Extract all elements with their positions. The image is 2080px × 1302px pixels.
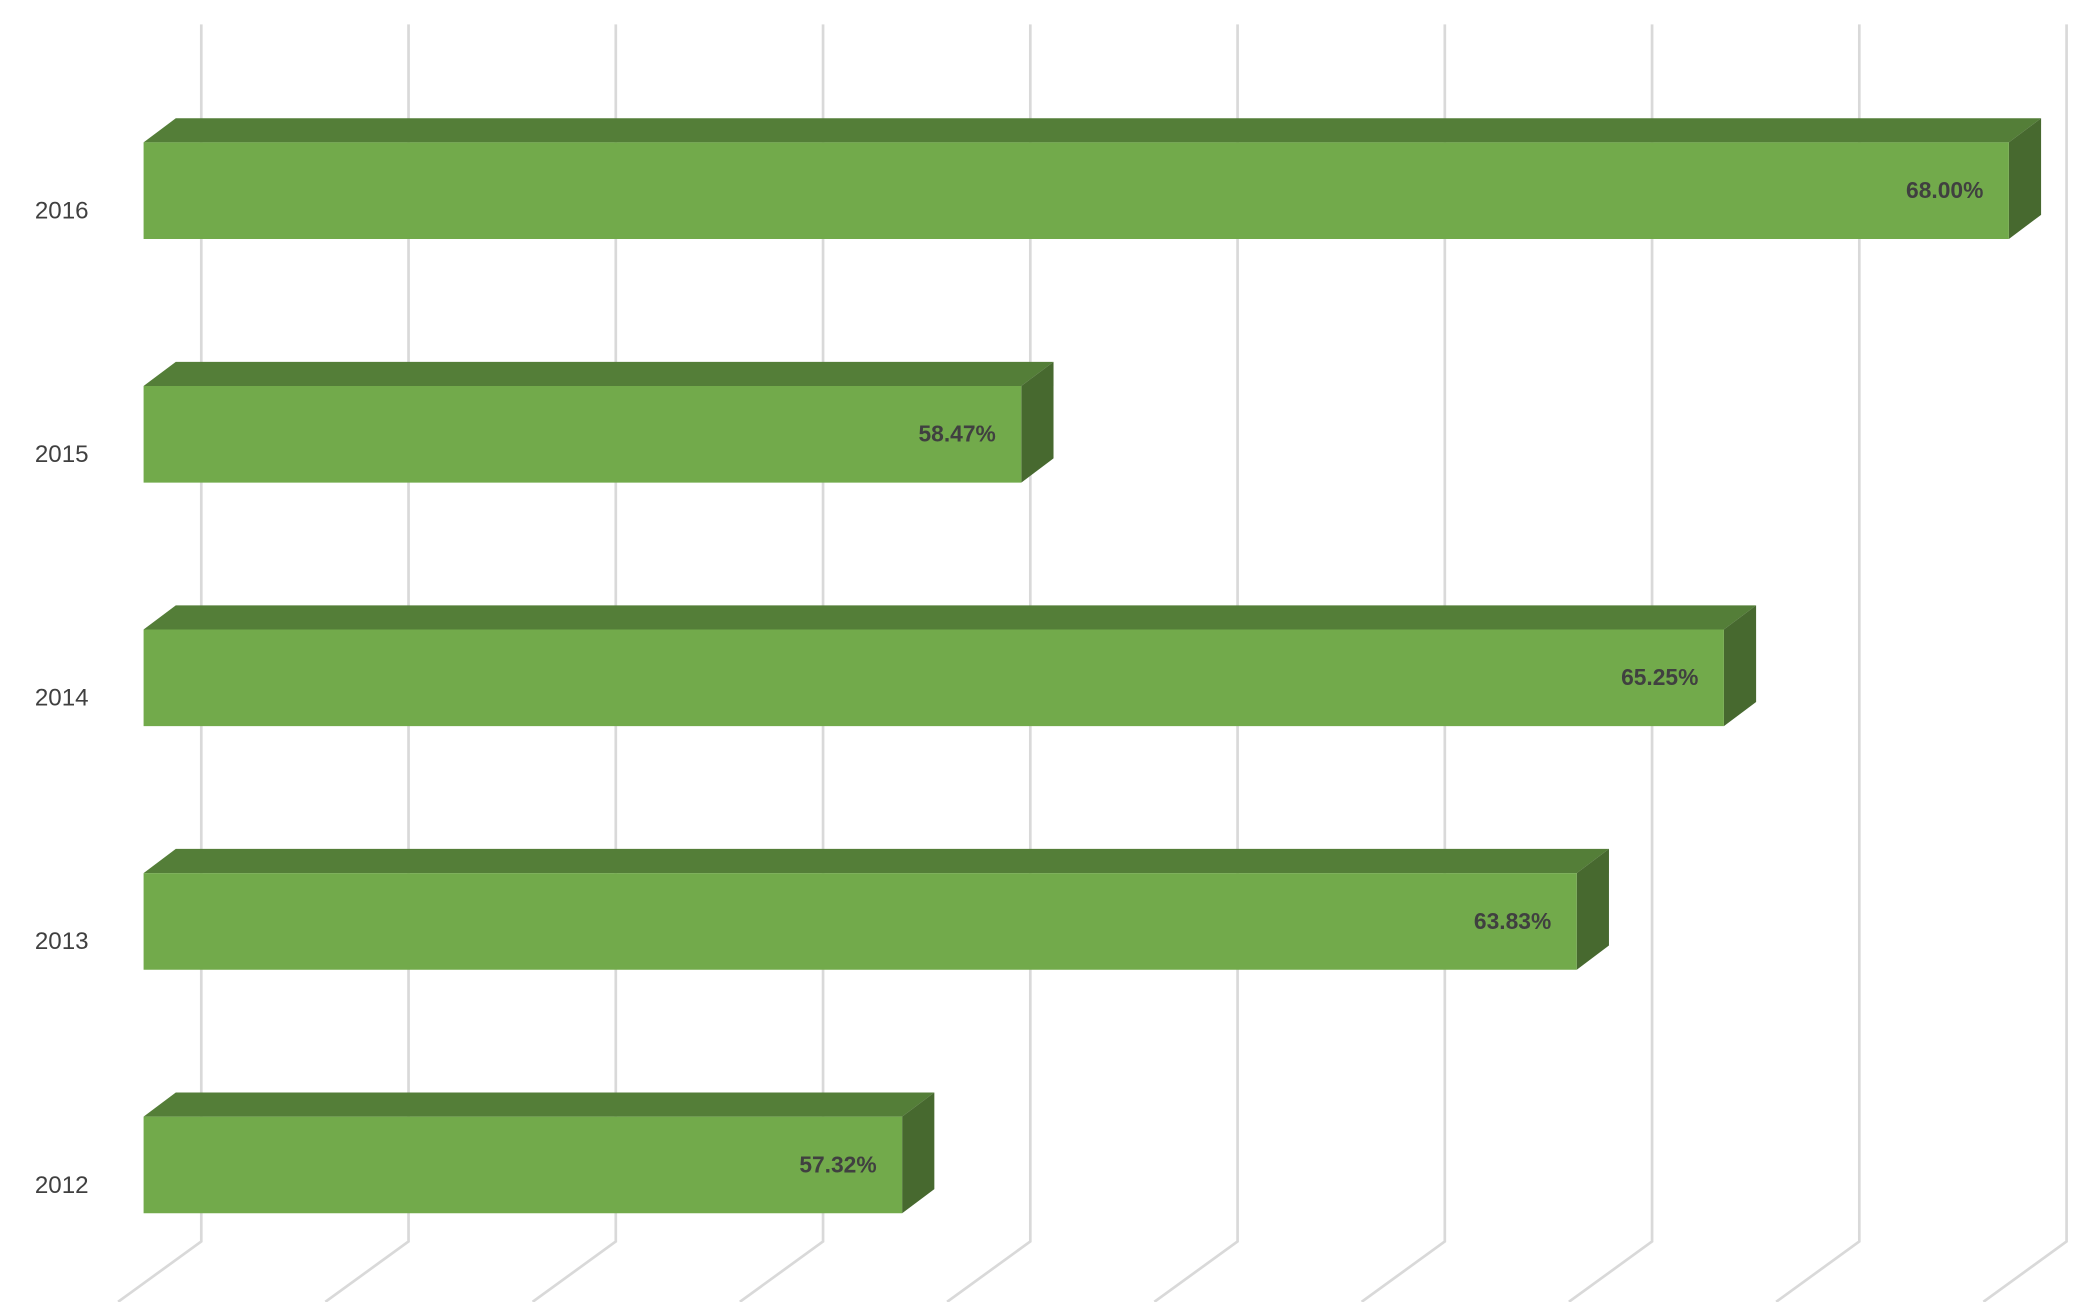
bar bbox=[143, 605, 1757, 727]
bar-front bbox=[143, 385, 1022, 483]
bar-side bbox=[902, 1092, 935, 1214]
bar-top bbox=[143, 361, 1054, 386]
value-label: 57.32% bbox=[799, 1151, 876, 1177]
bar-side bbox=[2008, 118, 2042, 240]
grid-line bbox=[1568, 24, 1654, 1302]
category-label: 2014 bbox=[35, 685, 89, 712]
grid-line bbox=[1360, 24, 1447, 1302]
category-label: 2012 bbox=[35, 1172, 89, 1199]
grid-line bbox=[1982, 24, 2068, 1302]
category-label: 2013 bbox=[35, 928, 89, 955]
bar-front bbox=[143, 629, 1724, 727]
bar-top bbox=[143, 605, 1757, 630]
bar bbox=[143, 361, 1054, 483]
bar-side bbox=[1723, 605, 1757, 727]
bar-front bbox=[143, 1116, 903, 1214]
bar-top bbox=[143, 1092, 935, 1117]
bar-side bbox=[1021, 361, 1054, 483]
value-label: 63.83% bbox=[1474, 908, 1551, 934]
value-label: 65.25% bbox=[1621, 664, 1698, 690]
bar bbox=[143, 1092, 935, 1214]
bar-top bbox=[143, 118, 2042, 143]
bar bbox=[143, 118, 2042, 240]
bar-side bbox=[1576, 848, 1609, 970]
grid-line bbox=[1153, 24, 1239, 1302]
bar-front bbox=[143, 142, 2009, 240]
category-label: 2015 bbox=[35, 441, 89, 468]
bar-front bbox=[143, 873, 1577, 970]
bar bbox=[143, 848, 1609, 970]
value-label: 58.47% bbox=[918, 421, 995, 447]
grid-line bbox=[1775, 24, 1861, 1302]
value-label: 68.00% bbox=[1906, 177, 1983, 203]
bar-top bbox=[143, 848, 1609, 874]
category-label: 2016 bbox=[35, 198, 89, 225]
